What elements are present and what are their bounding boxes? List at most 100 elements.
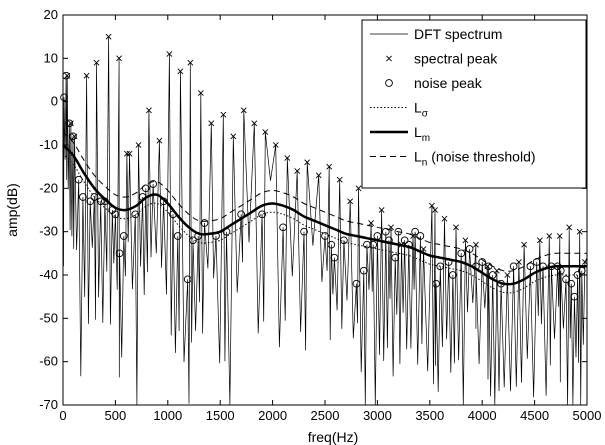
legend-label: Lm: [414, 124, 430, 144]
spectral-peak-marker: [432, 207, 438, 213]
y-tick-label: -60: [39, 354, 58, 369]
y-tick-label: -50: [39, 310, 58, 325]
noise-peak-marker: [404, 240, 413, 249]
spectral-peak-marker: [472, 241, 479, 248]
noise-peak-marker: [86, 197, 95, 206]
x-tick-label: 2500: [311, 408, 340, 423]
spectral-peak-marker: [272, 142, 279, 148]
x-tick-label: 3000: [363, 408, 392, 423]
series-line-Lm: [62, 144, 587, 286]
noise-peak-marker: [369, 240, 378, 249]
noise-peak-marker: [96, 197, 105, 206]
noise-peak-marker: [173, 232, 182, 240]
x-tick-label: 2000: [258, 408, 287, 423]
noise-peak-marker: [570, 292, 579, 301]
noise-peak-marker: [472, 262, 480, 271]
noise-peak-marker: [79, 193, 87, 201]
noise-peak-marker: [101, 197, 109, 206]
spectral-peak-marker: [304, 159, 311, 166]
noise-peak-marker: [373, 232, 382, 240]
noise-peak-marker: [340, 236, 348, 245]
noise-peak-marker: [138, 193, 147, 201]
y-tick-label: -40: [39, 267, 58, 282]
noise-peak-marker: [416, 232, 425, 240]
spectral-peak-marker: [556, 233, 563, 239]
x-axis-label: freq(Hz): [308, 429, 359, 445]
noise-peak-marker: [69, 132, 77, 141]
spectral-peak-marker: [177, 68, 184, 75]
series-line-Lσ: [62, 153, 587, 294]
noise-peak-marker: [484, 262, 493, 271]
spectral-peak-marker: [368, 220, 375, 226]
spectral-peak-marker: [126, 150, 133, 157]
legend-label: Lσ: [414, 100, 429, 120]
noise-peak-marker: [65, 119, 74, 128]
spectral-peak-marker: [230, 133, 237, 140]
noise-peak-marker: [526, 262, 535, 271]
noise-peak-marker: [547, 262, 556, 271]
legend-label: spectral peak: [414, 51, 498, 67]
legend: DFT spectrum spectral peak noise peak Lσ Lm L…: [361, 19, 587, 189]
noise-peak-marker: [556, 266, 565, 275]
legend-label: Ln (noise threshold): [414, 149, 536, 169]
spectral-peak-marker: [355, 185, 362, 192]
x-tick-label: 5000: [573, 408, 602, 423]
spectral-peak-marker: [453, 224, 459, 231]
spectral-peak-marker: [156, 137, 163, 144]
spectral-peak-marker: [197, 90, 204, 96]
noise-peak-marker: [478, 258, 487, 266]
spectral-peak-marker: [208, 120, 215, 127]
spectral-peak-marker: [326, 163, 333, 170]
legend-swatch-spectral-peak: [386, 55, 392, 62]
dft-spectrum-layer: [62, 36, 588, 406]
spectral-peak-marker: [116, 55, 122, 62]
noise-peak-marker: [141, 184, 150, 193]
spectral-peak-marker: [536, 237, 543, 244]
noise-peak-marker: [465, 245, 474, 253]
spectral-peak-marker: [336, 176, 343, 183]
noise-peak-marker: [222, 227, 231, 236]
noise-peak-marker: [394, 227, 403, 236]
spectral-peak-marker: [124, 150, 130, 157]
axes: 0 500 1000 1500 2000 2500 3000 3500 4000 4500 5000…: [39, 7, 601, 423]
noise-peak-marker: [119, 232, 128, 240]
noise-peak-marker: [159, 197, 168, 206]
noise-peak-marker: [449, 271, 457, 279]
spectral-peak-marker: [135, 142, 142, 148]
spectral-peak-marker: [315, 172, 322, 179]
noise-peak-marker: [237, 210, 246, 219]
noise-peak-marker: [391, 253, 400, 262]
y-tick-label: -70: [39, 397, 58, 412]
spectral-peak-marker: [581, 259, 588, 265]
noise-peak-marker: [330, 253, 339, 262]
y-tick-label: 10: [44, 50, 58, 65]
noise-peak-marker: [258, 210, 266, 219]
spectral-peak-marker: [441, 215, 448, 222]
noise-peak-marker: [562, 275, 570, 284]
spectral-peak-marker: [262, 129, 269, 135]
noise-peak-marker: [279, 223, 287, 232]
noise-peak-marker: [131, 210, 140, 219]
spectral-peak-marker: [504, 272, 511, 278]
spectral-peak-marker: [515, 259, 522, 265]
noise-peak-marker: [573, 271, 582, 279]
spectral-peak-marker: [146, 107, 152, 114]
noise-peak-marker: [60, 93, 68, 102]
noise-peak-marker: [200, 219, 209, 227]
noise-peak-marker: [411, 227, 419, 236]
spectral-peak-marker: [420, 246, 427, 252]
spectral-peak-marker: [105, 33, 112, 40]
noise-peak-marker: [300, 227, 308, 236]
noise-peak-marker: [115, 249, 124, 258]
spectral-peak-marker: [284, 155, 291, 161]
noise-peak-marker: [352, 279, 361, 288]
spectral-peak-marker: [566, 224, 573, 231]
spectral-peak-marker: [251, 120, 258, 127]
spectral-peak-marker: [462, 237, 469, 244]
spectral-peak-marker: [294, 168, 301, 174]
legend-box: [361, 19, 587, 189]
y-tick-label: 20: [44, 7, 58, 22]
x-tick-label: 0: [59, 408, 66, 423]
noise-peak-marker: [385, 236, 393, 245]
